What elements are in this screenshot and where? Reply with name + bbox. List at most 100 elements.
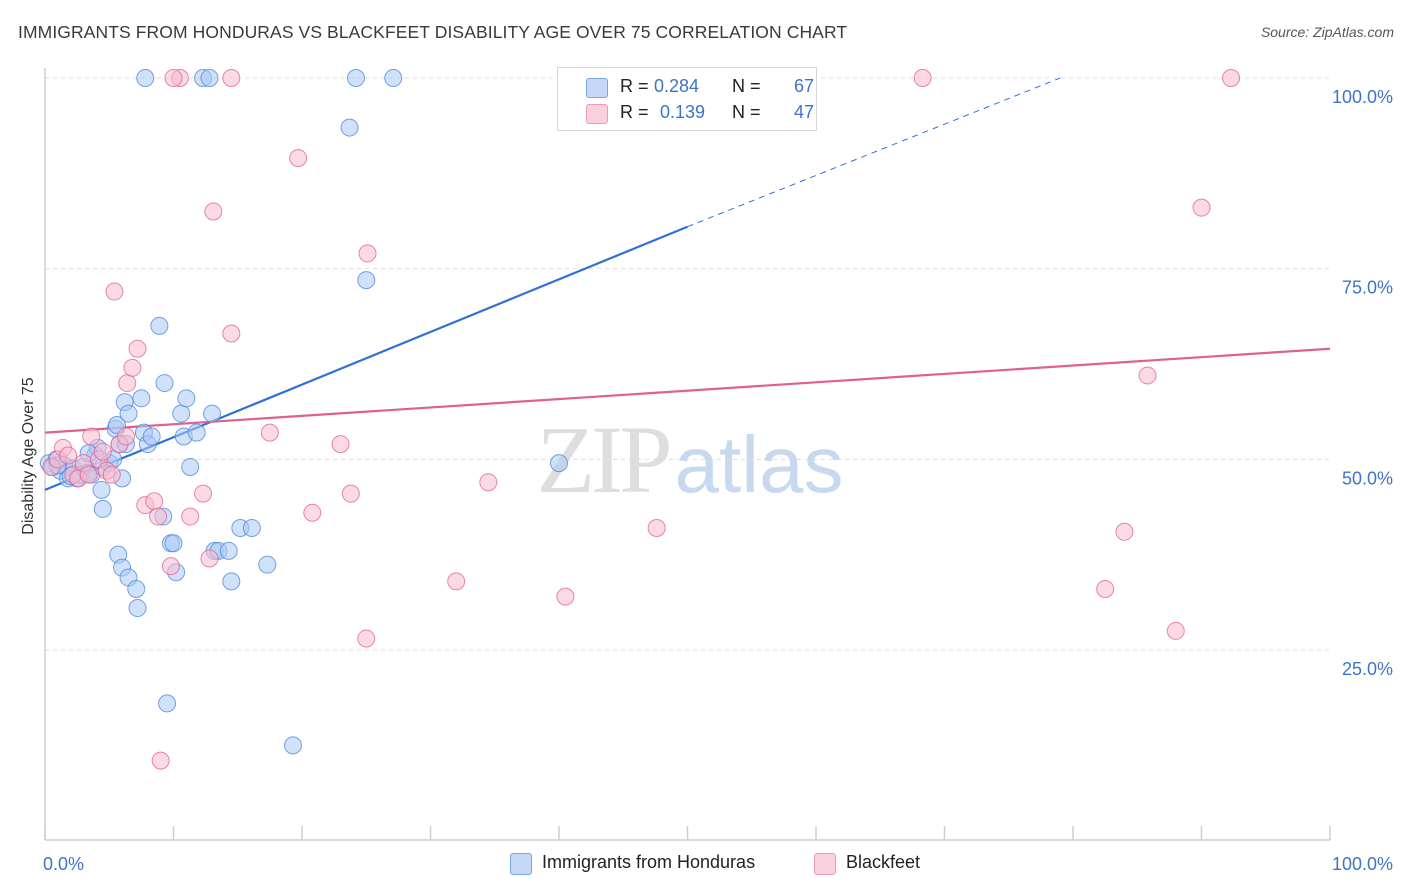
data-point <box>479 473 498 492</box>
data-point <box>93 442 112 461</box>
legend-swatch-blackfeet <box>586 104 608 124</box>
data-point <box>172 404 191 423</box>
data-point <box>550 454 568 473</box>
data-point <box>203 404 222 423</box>
data-point <box>331 435 350 454</box>
legend-r-value: 0.139 <box>660 102 706 122</box>
data-point <box>119 404 138 423</box>
data-point <box>447 572 466 591</box>
data-point <box>1222 69 1241 87</box>
trend-extension-honduras <box>687 77 1061 228</box>
data-point <box>155 374 174 393</box>
legend-n-value: 67 <box>794 76 815 96</box>
legend-n-label: N = <box>732 76 761 96</box>
legend-r-label: R = <box>620 102 649 122</box>
data-point <box>102 465 121 484</box>
data-point <box>194 484 213 503</box>
data-point <box>258 555 277 574</box>
tick-labels: 25.0% 50.0% 75.0% 100.0% 0.0% 100.0% <box>43 87 1393 874</box>
data-point <box>116 427 135 446</box>
x-tick-label: 0.0% <box>43 854 84 874</box>
data-point <box>200 549 219 568</box>
legend-r-label: R = <box>620 76 649 96</box>
y-tick-label: 25.0% <box>1342 659 1393 679</box>
data-point <box>346 69 365 87</box>
data-point <box>242 518 261 537</box>
data-point <box>187 423 206 442</box>
data-point <box>149 507 168 526</box>
data-point <box>142 427 161 446</box>
data-point <box>303 503 322 522</box>
data-point <box>1166 621 1185 640</box>
data-point <box>158 694 177 713</box>
y-axis-title: Disability Age Over 75 <box>20 377 37 535</box>
data-point <box>222 324 241 343</box>
y-tick-label: 100.0% <box>1332 87 1393 107</box>
x-tick-label: 100.0% <box>1332 854 1393 874</box>
data-point <box>204 202 223 221</box>
data-point <box>1115 522 1134 541</box>
data-point <box>358 244 377 263</box>
trend-line-blackfeet <box>44 347 1331 434</box>
data-point <box>384 69 403 87</box>
legend-label-blackfeet: Blackfeet <box>846 852 921 872</box>
data-point <box>136 69 155 87</box>
data-point <box>200 69 219 87</box>
data-point <box>127 579 146 598</box>
data-point <box>59 446 78 465</box>
data-point <box>260 423 279 442</box>
watermark-atlas: atlas <box>675 420 844 509</box>
data-point <box>556 587 575 606</box>
watermark: ZIPatlas <box>537 406 844 513</box>
data-point <box>105 282 124 301</box>
data-point <box>357 271 376 290</box>
data-point <box>219 541 238 560</box>
legend-label-honduras: Immigrants from Honduras <box>542 852 756 872</box>
data-point <box>181 507 200 526</box>
legend-swatch-honduras <box>586 78 608 98</box>
data-point <box>289 149 308 168</box>
data-point <box>92 480 111 499</box>
data-point <box>128 339 147 358</box>
data-point <box>181 457 200 476</box>
legend-r-value: 0.284 <box>654 76 700 96</box>
data-point <box>145 492 164 511</box>
data-point <box>151 751 170 770</box>
data-point <box>164 69 183 87</box>
data-point <box>647 518 666 537</box>
data-point <box>913 69 932 87</box>
data-point <box>123 358 142 377</box>
data-point <box>1096 579 1115 598</box>
data-point <box>82 427 101 446</box>
data-point <box>79 465 98 484</box>
data-point <box>341 484 360 503</box>
data-point <box>164 534 183 553</box>
data-point <box>118 374 137 393</box>
data-point <box>128 599 147 618</box>
data-point <box>340 118 359 137</box>
gridlines <box>45 77 1330 651</box>
data-point <box>132 389 151 408</box>
data-points <box>39 69 1241 770</box>
source-credit: Source: ZipAtlas.com <box>1260 24 1394 40</box>
legend-swatch-blackfeet <box>814 853 836 875</box>
data-point <box>93 499 112 518</box>
data-point <box>222 69 241 87</box>
data-point <box>357 629 376 648</box>
y-tick-label: 50.0% <box>1342 468 1393 488</box>
data-point <box>177 389 196 408</box>
y-tick-label: 75.0% <box>1342 278 1393 298</box>
data-point <box>1138 366 1157 385</box>
axes <box>44 68 1331 841</box>
legend-n-label: N = <box>732 102 761 122</box>
data-point <box>150 316 169 335</box>
data-point <box>161 557 180 576</box>
legend-swatch-honduras <box>510 853 532 875</box>
data-point <box>284 736 303 755</box>
stats-legend: R = 0.284 N = 67 R = 0.139 N = 47 <box>557 67 817 131</box>
legend-n-value: 47 <box>794 102 815 122</box>
data-point <box>222 572 241 591</box>
chart-title: IMMIGRANTS FROM HONDURAS VS BLACKFEET DI… <box>18 22 848 42</box>
data-point <box>1192 198 1211 217</box>
